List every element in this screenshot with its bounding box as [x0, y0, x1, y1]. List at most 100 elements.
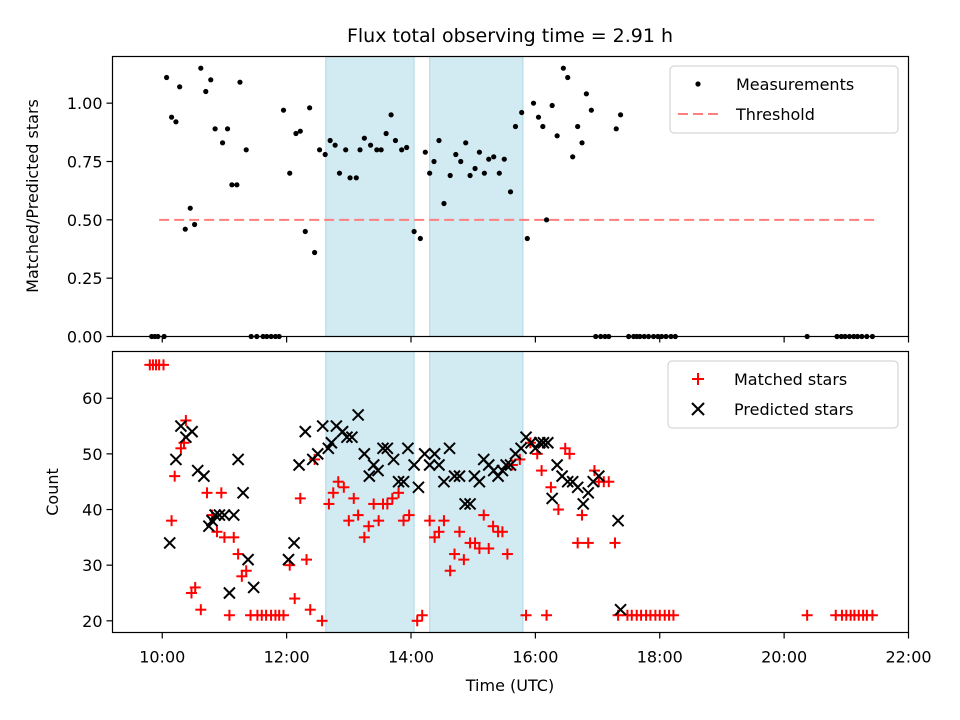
predicted-star-point: [582, 486, 595, 500]
ratio-panel: Flux total observing time = 2.91 h Match…: [23, 25, 910, 347]
predicted-star-point: [592, 469, 606, 483]
y-tick-label: 60: [82, 389, 102, 408]
legend-label-threshold: Threshold: [735, 105, 815, 124]
matched-star-point: [429, 531, 441, 543]
predicted-star-point: [287, 536, 301, 550]
predicted-star-point: [340, 430, 354, 444]
matched-star-point: [215, 487, 227, 499]
predicted-star-point: [236, 486, 250, 500]
matched-star-point: [323, 498, 335, 510]
legend-bottom: Matched stars Predicted stars: [667, 360, 899, 429]
predicted-star-point: [169, 453, 183, 466]
measurement-point: [316, 147, 323, 153]
count-panel: Count Time (UTC) 20 30 40 50 60 10:00 12:00 14…: [43, 350, 932, 695]
measurement-point: [243, 147, 249, 153]
measurement-point: [453, 151, 459, 158]
plot-frame-bottom: [111, 350, 910, 634]
matched-star-point: [416, 609, 428, 621]
matched-stars-points: [144, 359, 878, 627]
matched-star-point: [289, 593, 301, 605]
matched-star-point: [358, 531, 370, 543]
predicted-star-point: [185, 425, 199, 438]
measurement-point: [378, 147, 384, 153]
measurement-point: [458, 158, 464, 165]
measurement-point: [463, 140, 469, 146]
predicted-star-point: [504, 458, 517, 472]
matched-star-point: [438, 515, 450, 527]
measurement-points: [149, 65, 876, 340]
predicted-stars-points: [163, 408, 627, 616]
measurement-point: [173, 119, 179, 125]
predicted-star-point: [577, 497, 590, 511]
matched-star-point: [576, 509, 588, 521]
measurement-point: [481, 170, 487, 176]
matched-star-point: [381, 498, 393, 510]
predicted-star-point: [299, 425, 312, 438]
matched-star-point: [363, 520, 375, 532]
predicted-star-point: [292, 458, 306, 472]
measurement-point: [191, 221, 198, 228]
measurement-point: [535, 114, 542, 120]
predicted-star-point: [537, 436, 550, 449]
predicted-star-point: [345, 430, 359, 444]
matched-star-point: [411, 615, 423, 627]
measurement-point: [486, 156, 492, 162]
measurement-point: [327, 137, 333, 144]
matched-star-point: [332, 476, 344, 488]
measurement-point: [177, 84, 183, 90]
x-tick-label: 20:00: [761, 648, 807, 667]
matched-star-point: [223, 609, 235, 621]
predicted-star-point: [208, 508, 222, 522]
matched-star-point: [316, 615, 328, 627]
matched-star-point: [327, 487, 339, 499]
predicted-star-point: [197, 469, 211, 483]
matched-star-point: [545, 481, 557, 493]
predicted-star-point: [376, 442, 390, 455]
matched-star-point: [236, 570, 248, 582]
measurement-point: [208, 77, 214, 83]
predicted-star-point: [418, 447, 431, 461]
y-tick-label: 0.75: [67, 153, 103, 172]
matched-star-point: [603, 476, 615, 488]
measurement-point: [229, 182, 235, 188]
x-tick-label: 16:00: [512, 648, 558, 667]
matched-star-point: [278, 609, 290, 621]
measurement-point: [579, 140, 585, 146]
measurement-point: [297, 128, 303, 134]
x-axis-label: Time (UTC): [465, 676, 554, 695]
measurement-point: [322, 151, 328, 158]
matched-star-point: [572, 537, 584, 549]
shaded-interval-2: [429, 56, 524, 337]
measurement-point: [307, 105, 313, 111]
measurement-point: [198, 65, 204, 71]
plot-frame-top: [111, 55, 910, 338]
legend-label-matched: Matched stars: [734, 370, 847, 389]
y-axis-label-count: Count: [43, 468, 62, 516]
measurement-point: [234, 182, 240, 188]
measurement-point: [570, 154, 576, 160]
matched-star-point: [449, 548, 461, 560]
measurement-point: [560, 65, 566, 71]
y-tick-label: 50: [82, 445, 102, 464]
predicted-star-point: [247, 581, 260, 594]
matched-star-point: [368, 498, 380, 510]
predicted-star-point: [412, 481, 425, 494]
measurement-point: [617, 112, 624, 118]
predicted-star-point: [351, 408, 365, 422]
matched-star-point: [444, 565, 456, 577]
predicted-star-point: [458, 497, 472, 511]
predicted-star-point: [325, 436, 338, 449]
measurement-point: [164, 74, 170, 81]
measurement-point: [388, 112, 394, 118]
matched-star-point: [801, 609, 813, 621]
predicted-star-point: [241, 553, 255, 566]
predicted-star-point: [463, 497, 477, 511]
x-tick-label: 10:00: [139, 648, 185, 667]
measurement-point: [411, 228, 417, 235]
matched-star-point: [458, 554, 470, 566]
predicted-star-point: [392, 475, 405, 488]
matched-star-point: [582, 537, 594, 549]
x-tick-label: 22:00: [885, 648, 931, 667]
measurement-point: [512, 123, 519, 130]
